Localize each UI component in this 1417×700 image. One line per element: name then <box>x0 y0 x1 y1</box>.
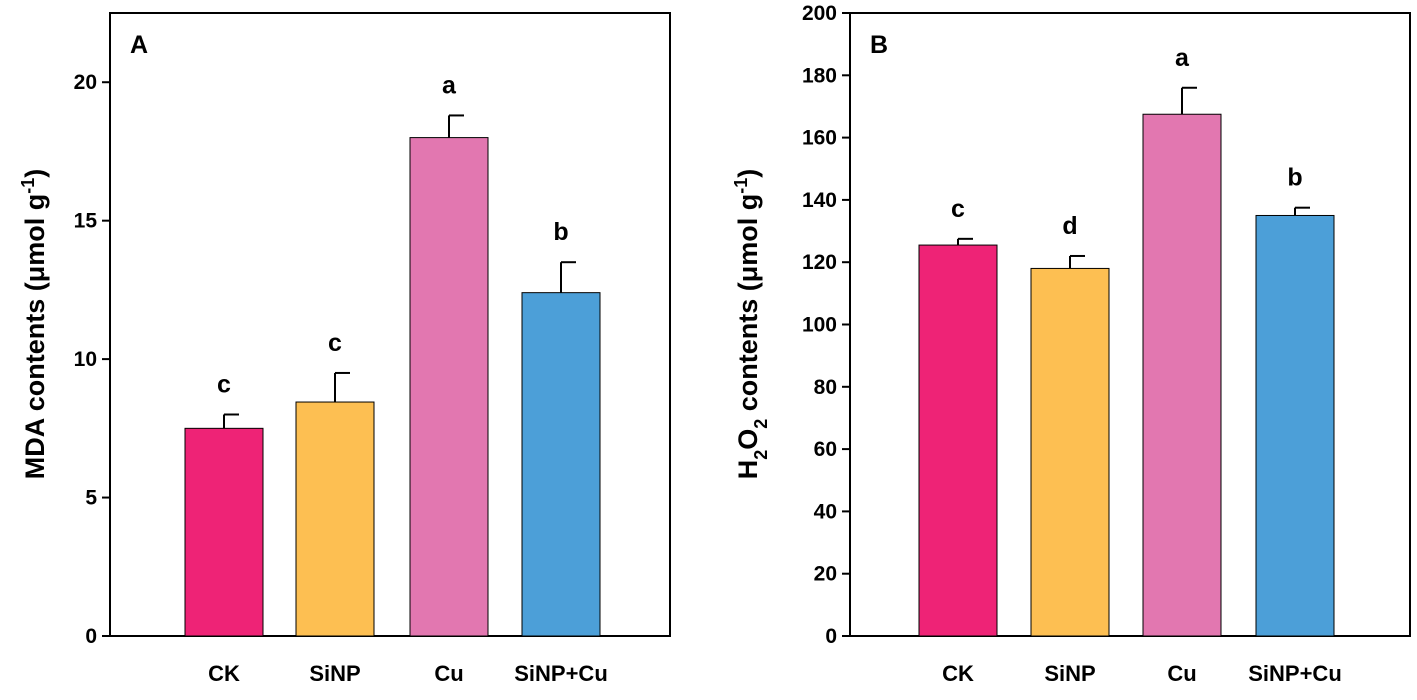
bar-a-sinp-cu <box>521 292 601 637</box>
category-label-a: CK <box>208 661 240 686</box>
y-tick-label-b: 180 <box>802 64 837 87</box>
significance-label-a: b <box>553 218 568 246</box>
significance-label-a: a <box>442 71 457 99</box>
y-tick-label-b: 140 <box>802 189 837 212</box>
y-tick-label-b: 60 <box>814 438 837 461</box>
panel-label-b: B <box>870 31 888 59</box>
y-tick-label-a: 20 <box>74 71 97 94</box>
y-tick-label-b: 160 <box>802 127 837 150</box>
significance-label-b: c <box>951 195 965 223</box>
category-label-b: Cu <box>1167 661 1196 686</box>
y-tick-label-b: 40 <box>814 500 837 523</box>
category-label-b: SiNP+Cu <box>1248 661 1342 686</box>
y-tick-label-b: 200 <box>802 2 837 25</box>
plot-frame-a <box>109 12 671 637</box>
y-tick-label-b: 100 <box>802 314 837 337</box>
significance-label-b: b <box>1287 164 1302 192</box>
category-label-b: SiNP <box>1044 661 1095 686</box>
bar-b-cu <box>1142 113 1222 637</box>
y-tick-label-a: 0 <box>85 625 97 648</box>
bar-b-sinp-cu <box>1255 214 1335 637</box>
significance-label-a: c <box>217 370 231 398</box>
y-tick-label-b: 0 <box>825 625 837 648</box>
bar-b-sinp <box>1030 267 1110 637</box>
category-label-a: Cu <box>434 661 463 686</box>
bar-a-sinp <box>295 401 375 637</box>
significance-label-a: c <box>328 329 342 357</box>
y-tick-label-a: 15 <box>74 210 98 233</box>
category-label-a: SiNP+Cu <box>514 661 608 686</box>
bar-a-ck <box>184 427 264 637</box>
panel-label-a: A <box>130 31 148 59</box>
y-tick-label-a: 10 <box>74 348 97 371</box>
panel-a: A MDA contents (μmol g-1) 0 5 10 15 20 c CK c Si… <box>18 12 671 686</box>
panel-b: B H2O2 contents (μmol g-1) 0 20 40 60 80 100 1… <box>731 2 1411 686</box>
significance-label-b: a <box>1175 44 1190 72</box>
y-axis-title-a: MDA contents (μmol g-1) <box>18 169 50 480</box>
significance-label-b: d <box>1062 212 1077 240</box>
y-tick-label-a: 5 <box>85 487 97 510</box>
y-tick-label-b: 80 <box>814 376 837 399</box>
bar-a-cu <box>409 137 489 637</box>
category-label-b: CK <box>942 661 974 686</box>
y-tick-label-b: 120 <box>802 251 837 274</box>
category-label-a: SiNP <box>309 661 360 686</box>
y-axis-title-b: H2O2 contents (μmol g-1) <box>731 169 771 480</box>
y-tick-label-b: 20 <box>814 563 837 586</box>
bar-b-ck <box>918 244 998 637</box>
